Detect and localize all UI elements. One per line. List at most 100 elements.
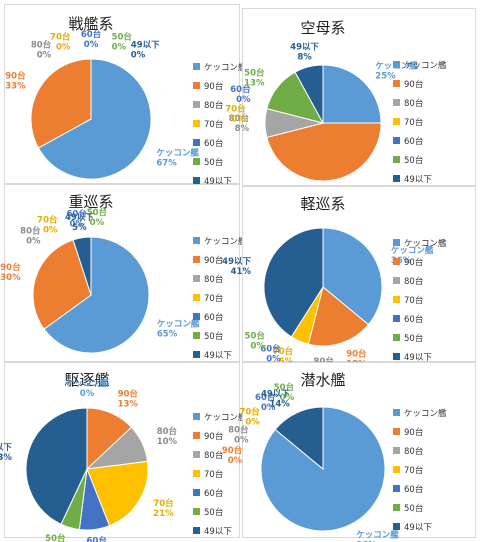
legend-swatch-90s	[193, 82, 200, 89]
pie-slice-90s	[30, 58, 92, 149]
data-label-value: 13%	[118, 399, 139, 409]
legend-swatch-90s	[193, 256, 200, 263]
data-label-value: 0%	[245, 418, 260, 428]
data-label-value: 5%	[279, 357, 294, 367]
data-label-category: 80台	[228, 425, 249, 436]
pie-chart-svg: 空母系ケッコン艦25%90台46%80台8%70台0%60台0%50台13%49…	[225, 19, 447, 207]
chart-title: 駆逐艦	[64, 371, 109, 389]
data-label-value: 0%	[80, 389, 95, 399]
data-label-category: 49以下	[65, 213, 94, 223]
legend-swatch-80s	[193, 451, 200, 458]
data-label-value: 0%	[84, 40, 99, 50]
legend-entry-90s: 90台	[204, 431, 223, 442]
pie-chart-svg: 軽巡系ケッコン艦36%90台18%80台0%70台5%60台0%50台0%49以…	[222, 195, 447, 377]
pie-slice-married	[37, 58, 152, 180]
pie-slice-married	[322, 64, 382, 124]
data-label-category: 70台	[153, 498, 174, 509]
data-label-value: 25%	[375, 72, 396, 82]
legend-entry-70s: 70台	[204, 293, 223, 304]
data-label-category: 80台	[31, 40, 52, 51]
data-label-value: 0%	[234, 436, 249, 446]
data-label-category: 50台	[45, 533, 66, 542]
pie-chart-svg: 潜水艦ケッコン艦86%90台0%80台0%70台0%60台0%50台0%49以下…	[222, 371, 447, 542]
pie-slice-90s	[307, 286, 370, 347]
data-label-value: 0%	[37, 51, 52, 61]
data-label-category: 90台	[222, 445, 243, 456]
legend-entry-80s: 80台	[404, 276, 423, 287]
data-label-category: 70台	[37, 215, 58, 226]
legend-entry-80s: 80台	[404, 446, 423, 457]
pie-chart-svg: 駆逐艦ケッコン艦0%90台13%80台10%70台21%60台8%50台5%49…	[0, 371, 247, 542]
legend-entry-under-49: 49以下	[404, 353, 432, 363]
legend-swatch-80s	[393, 277, 400, 284]
legend-swatch-married	[193, 237, 200, 244]
data-label-category: ケッコン艦	[156, 148, 199, 159]
legend-entry-60s: 60台	[404, 314, 423, 325]
legend-swatch-70s	[393, 118, 400, 125]
data-label-value: 0%	[231, 115, 246, 125]
data-label-category: 80台	[314, 356, 335, 367]
legend-swatch-60s	[393, 137, 400, 144]
data-label-value: 0%	[112, 43, 127, 53]
data-label-value: 0%	[43, 226, 58, 236]
legend-entry-married: ケッコン艦	[204, 62, 247, 73]
data-label-category: 80台	[20, 226, 41, 237]
legend-swatch-70s	[393, 296, 400, 303]
data-label-value: 8%	[297, 52, 312, 62]
chart-title: 戦艦系	[68, 15, 113, 33]
pie-slice-under-49	[294, 64, 324, 124]
data-label-category: 60台	[87, 535, 108, 542]
legend-entry-under-49: 49以下	[204, 351, 232, 361]
pie-slice-90s	[32, 239, 92, 330]
legend-entry-60s: 60台	[404, 484, 423, 495]
data-label-category: 70台	[50, 32, 71, 43]
legend-swatch-90s	[393, 428, 400, 435]
data-label-category: 90台	[346, 348, 367, 359]
data-label-value: 36%	[391, 256, 412, 266]
legend-swatch-60s	[393, 315, 400, 322]
pie-slice-under-49	[274, 406, 324, 471]
legend-entry-50s: 50台	[204, 331, 223, 342]
legend-swatch-70s	[193, 120, 200, 127]
legend-swatch-70s	[193, 470, 200, 477]
legend-entry-70s: 70台	[404, 117, 423, 128]
legend-swatch-70s	[393, 466, 400, 473]
data-label-category: 90台	[118, 388, 139, 399]
chart-panel-battleship: 戦艦系 ケッコン艦 67% 90台 33% 80台 0% 70台 0% 60台 0% 50台 0% 49以…	[4, 4, 247, 187]
legend-entry-80s: 80台	[404, 98, 423, 109]
legend-entry-80s: 80台	[204, 100, 223, 111]
data-label-category: 70台	[273, 346, 294, 357]
data-label-category: ケッコン艦	[356, 530, 399, 541]
data-label-category: 49以下	[261, 389, 290, 399]
legend-entry-under-49: 49以下	[204, 527, 232, 537]
data-label-value: 14%	[269, 399, 290, 409]
legend-entry-90s: 90台	[404, 79, 423, 90]
chart-title: 空母系	[300, 19, 345, 37]
data-label-category: 50台	[87, 207, 108, 218]
data-label-category: 50台	[245, 331, 266, 342]
legend-swatch-under-49	[193, 527, 200, 534]
legend-swatch-married	[393, 409, 400, 416]
chart-title: 軽巡系	[300, 195, 345, 213]
data-label-category: 60台	[67, 208, 88, 219]
legend-swatch-under-49	[393, 353, 400, 360]
chart-panel-light-cruiser: 軽巡系ケッコン艦36%90台18%80台0%70台5%60台0%50台0%49以…	[222, 186, 476, 377]
legend-swatch-50s	[393, 334, 400, 341]
data-label-value: 0%	[280, 393, 295, 403]
legend-swatch-60s	[193, 313, 200, 320]
legend-entry-50s: 50台	[404, 503, 423, 514]
legend-swatch-50s	[393, 156, 400, 163]
legend-entry-50s: 50台	[204, 157, 223, 168]
data-label-value: 8%	[235, 124, 250, 134]
data-label-value: 41%	[231, 267, 252, 277]
pie-slice-married	[322, 227, 383, 326]
data-label-category: 70台	[239, 407, 260, 418]
legend-swatch-80s	[393, 99, 400, 106]
legend-swatch-60s	[193, 489, 200, 496]
legend-entry-80s: 80台	[204, 274, 223, 285]
legend-entry-married: ケッコン艦	[204, 412, 247, 423]
legend-swatch-90s	[193, 432, 200, 439]
data-label-value: 0%	[236, 95, 251, 105]
data-label-category: 80台	[229, 113, 250, 124]
